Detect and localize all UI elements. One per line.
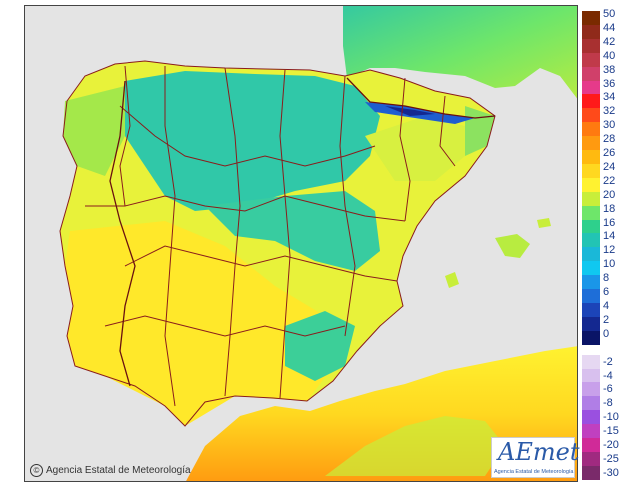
legend-label: -10 — [603, 411, 619, 424]
legend-swatch — [582, 163, 600, 179]
legend-label: -25 — [603, 452, 619, 465]
legend-label: -8 — [603, 397, 613, 410]
legend-label: 24 — [603, 160, 616, 173]
northern-plateau-cool-area — [120, 71, 380, 211]
legend-label: 16 — [603, 216, 616, 229]
legend-label: 38 — [603, 63, 616, 76]
national-border — [109, 77, 496, 387]
legend-swatch — [582, 150, 600, 165]
aemet-logo-subtitle: Agencia Estatal de Meteorología — [494, 469, 574, 475]
legend-label: -6 — [603, 383, 613, 396]
legend-swatch — [582, 438, 600, 453]
france-area — [343, 6, 577, 99]
legend-label: 36 — [603, 77, 616, 90]
legend-label: 6 — [603, 286, 610, 298]
pyrenees-coldest-area — [385, 106, 435, 116]
central-cool-area — [205, 191, 380, 271]
legend-label: 42 — [603, 35, 616, 48]
province-borders — [59, 60, 496, 427]
legend-label: 2 — [603, 313, 610, 326]
legend-swatch — [582, 11, 600, 26]
legend-swatch — [582, 302, 600, 318]
legend-label: 8 — [603, 272, 610, 285]
iberia-map-svg — [59, 6, 577, 481]
legend-label: 26 — [603, 147, 616, 159]
legend-swatch — [582, 465, 600, 481]
legend-swatch — [582, 289, 600, 304]
legend-swatch — [582, 122, 600, 137]
legend-swatch — [582, 451, 600, 467]
legend-swatch — [582, 80, 600, 95]
legend-swatch — [582, 219, 600, 234]
legend-label: 12 — [603, 244, 616, 257]
legend-swatch — [582, 247, 600, 262]
legend-swatch — [582, 108, 600, 123]
legend-label: 0 — [603, 327, 610, 340]
legend-swatch — [582, 330, 600, 346]
legend-label: 34 — [603, 91, 616, 104]
legend-label: 10 — [603, 258, 616, 271]
legend-label: 14 — [603, 230, 616, 243]
southeast-cool-area — [285, 311, 355, 381]
legend-swatch — [582, 52, 600, 68]
legend-swatch — [582, 177, 600, 193]
legend-label: 44 — [603, 21, 616, 34]
legend-swatch — [582, 261, 600, 276]
legend-swatch — [582, 396, 600, 411]
legend-swatch — [582, 424, 600, 439]
legend-label: -2 — [603, 355, 613, 368]
legend-swatch — [582, 94, 600, 109]
legend-swatch — [582, 275, 600, 290]
ebro-valley-area — [365, 116, 465, 181]
legend-label: 4 — [603, 299, 610, 312]
legend-label: -4 — [603, 369, 613, 382]
legend-swatch — [582, 354, 600, 369]
legend-swatch — [582, 136, 600, 151]
legend-swatch — [582, 410, 600, 425]
africa-cool-area — [325, 416, 505, 476]
temperature-legend: 50 44 42 40 38 36 34 32 30 28 26 24 22 20 18 16 14 12 10 8 6… — [582, 9, 630, 489]
legend-swatch — [582, 205, 600, 220]
legend-label: 40 — [603, 49, 616, 62]
legend-swatch — [582, 24, 600, 40]
legend-swatch — [582, 191, 600, 207]
legend-label: 28 — [603, 133, 616, 146]
temperature-map — [24, 5, 578, 482]
legend-swatch — [582, 233, 600, 248]
legend-swatch — [582, 368, 600, 383]
mallorca — [495, 234, 530, 258]
legend-swatch — [582, 38, 600, 54]
legend-swatch — [582, 66, 600, 81]
copyright-icon: © — [30, 464, 43, 477]
legend-label: 18 — [603, 202, 616, 215]
green-band-north — [63, 86, 125, 176]
legend-label: -15 — [603, 425, 619, 438]
legend-label: 22 — [603, 174, 616, 187]
legend-swatch — [582, 382, 600, 397]
legend-label: 32 — [603, 105, 616, 118]
aemet-logo-title: AEmet — [498, 438, 580, 466]
legend-label: 30 — [603, 119, 616, 132]
legend-label: -20 — [603, 439, 619, 451]
legend-label: -30 — [603, 466, 619, 479]
copyright-notice: © Agencia Estatal de Meteorología — [30, 464, 191, 477]
southwest-warm-area — [65, 221, 345, 426]
aemet-logo: AEmet Agencia Estatal de Meteorología — [491, 437, 579, 478]
menorca — [537, 218, 551, 228]
legend-label: 20 — [603, 188, 616, 201]
legend-label: 50 — [603, 8, 616, 20]
legend-swatch — [582, 316, 600, 332]
ibiza — [445, 272, 459, 288]
copyright-text: Agencia Estatal de Meteorología — [46, 465, 191, 476]
